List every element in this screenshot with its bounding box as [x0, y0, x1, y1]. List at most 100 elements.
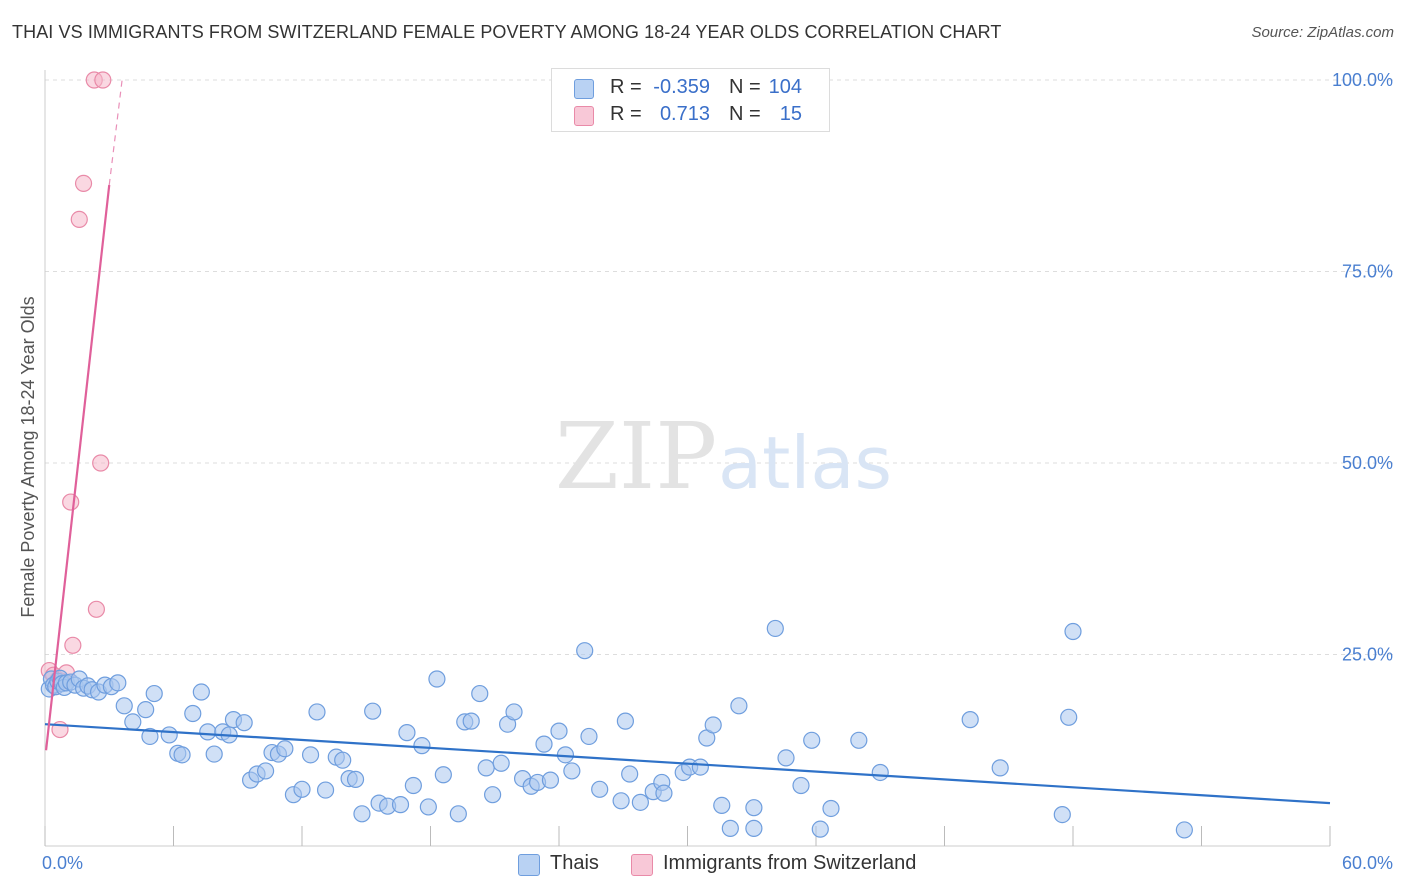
data-point-thais — [434, 766, 452, 784]
data-point-thais — [1064, 622, 1082, 641]
legend-n-value: 15 — [779, 103, 802, 125]
bottom-legend-label-thais: Thais — [550, 852, 599, 874]
data-point-thais — [541, 771, 560, 789]
data-point-thais — [822, 799, 840, 818]
data-point-thais — [205, 745, 223, 763]
data-point-swiss — [74, 174, 93, 193]
data-point-thais — [811, 820, 829, 838]
x-tick-label: 0.0% — [42, 853, 83, 873]
data-point-thais — [173, 746, 191, 764]
data-point-thais — [704, 716, 722, 734]
bottom-legend-label-swiss: Immigrants from Switzerland — [663, 852, 917, 874]
data-point-thais — [535, 735, 553, 753]
watermark: ZIP atlas — [555, 403, 892, 510]
y-axis-label: Female Poverty Among 18-24 Year Olds — [18, 296, 38, 617]
data-point-thais — [256, 762, 275, 780]
data-point-thais — [580, 727, 598, 746]
data-point-thais — [471, 684, 489, 703]
data-point-swiss — [70, 210, 88, 229]
data-point-thais — [484, 786, 502, 804]
data-point-thais — [991, 759, 1009, 777]
data-point-swiss — [87, 600, 106, 618]
series-swiss-points — [40, 71, 112, 739]
watermark-zip: ZIP — [555, 403, 717, 510]
chart-title: THAI VS IMMIGRANTS FROM SWITZERLAND FEMA… — [12, 22, 1002, 42]
data-point-thais — [631, 793, 649, 811]
y-tick-label: 25.0% — [1342, 645, 1393, 665]
data-point-thais — [1053, 805, 1071, 824]
legend-n-value: 104 — [768, 76, 802, 98]
data-point-thais — [428, 670, 446, 688]
data-point-thais — [391, 796, 410, 814]
data-point-swiss — [94, 71, 112, 89]
data-point-thais — [413, 737, 431, 755]
legend-n-label: N = — [729, 103, 761, 125]
data-point-swiss — [64, 636, 82, 654]
data-point-thais — [124, 713, 142, 731]
data-point-thais — [160, 726, 178, 744]
data-point-thais — [308, 703, 326, 721]
data-point-thais — [141, 727, 159, 746]
y-tick-label: 50.0% — [1342, 453, 1393, 473]
data-point-thais — [449, 805, 467, 823]
data-point-thais — [961, 711, 979, 729]
legend-n-label: N = — [729, 76, 761, 98]
bottom-legend-swatch-swiss — [631, 854, 653, 876]
data-point-thais — [199, 723, 217, 741]
data-point-thais — [713, 796, 731, 815]
data-point-swiss — [62, 493, 80, 511]
data-point-thais — [137, 701, 155, 719]
data-point-thais — [364, 702, 382, 720]
data-point-thais — [492, 754, 510, 772]
legend-r-label: R = — [610, 103, 642, 125]
bottom-legend-swatch-thais — [518, 854, 540, 876]
data-point-thais — [276, 740, 294, 758]
data-point-thais — [745, 819, 763, 837]
data-point-thais — [777, 749, 795, 767]
data-point-thais — [655, 784, 673, 802]
data-point-thais — [616, 712, 634, 730]
data-point-thais — [184, 704, 202, 723]
data-point-thais — [353, 805, 371, 823]
data-point-thais — [803, 731, 821, 749]
data-point-thais — [109, 674, 127, 692]
data-point-thais — [316, 781, 335, 799]
data-point-thais — [576, 642, 594, 660]
data-point-thais — [235, 714, 253, 732]
data-point-thais — [766, 619, 784, 638]
data-point-thais — [563, 762, 581, 780]
data-point-thais — [591, 780, 609, 798]
watermark-atlas: atlas — [718, 421, 892, 505]
data-point-thais — [1060, 708, 1078, 726]
tick-labels: 25.0% 50.0% 75.0% 100.0% 0.0% 60.0% — [42, 70, 1393, 873]
data-point-thais — [192, 683, 210, 701]
data-point-thais — [871, 763, 889, 782]
data-point-thais — [550, 722, 568, 740]
data-point-thais — [730, 697, 748, 715]
legend-r-value: -0.359 — [653, 76, 710, 98]
trend-line-swiss — [44, 184, 111, 751]
series-thais-points — [40, 619, 1193, 839]
data-point-thais — [404, 776, 422, 795]
data-point-thais — [612, 792, 630, 810]
data-point-thais — [145, 684, 163, 703]
trend-line-thais — [44, 723, 1331, 805]
data-point-thais — [346, 770, 365, 788]
gridlines — [45, 79, 1395, 655]
trend-line-swiss-extension — [108, 79, 123, 186]
data-point-thais — [505, 703, 523, 721]
legend-swatch-thais — [574, 79, 594, 99]
legend-r-label: R = — [610, 76, 642, 98]
data-point-thais — [419, 798, 437, 816]
axes — [44, 70, 1331, 847]
data-point-thais — [621, 765, 639, 783]
data-point-thais — [115, 697, 133, 715]
data-point-thais — [301, 746, 320, 764]
data-point-thais — [691, 758, 709, 776]
data-point-thais — [462, 712, 480, 730]
legend-swatch-swiss — [574, 106, 594, 126]
legend: R = -0.359 N = 104 R = 0.713 N = 15 — [551, 68, 830, 132]
data-point-thais — [398, 724, 416, 742]
source-label: Source: ZipAtlas.com — [1251, 24, 1394, 41]
